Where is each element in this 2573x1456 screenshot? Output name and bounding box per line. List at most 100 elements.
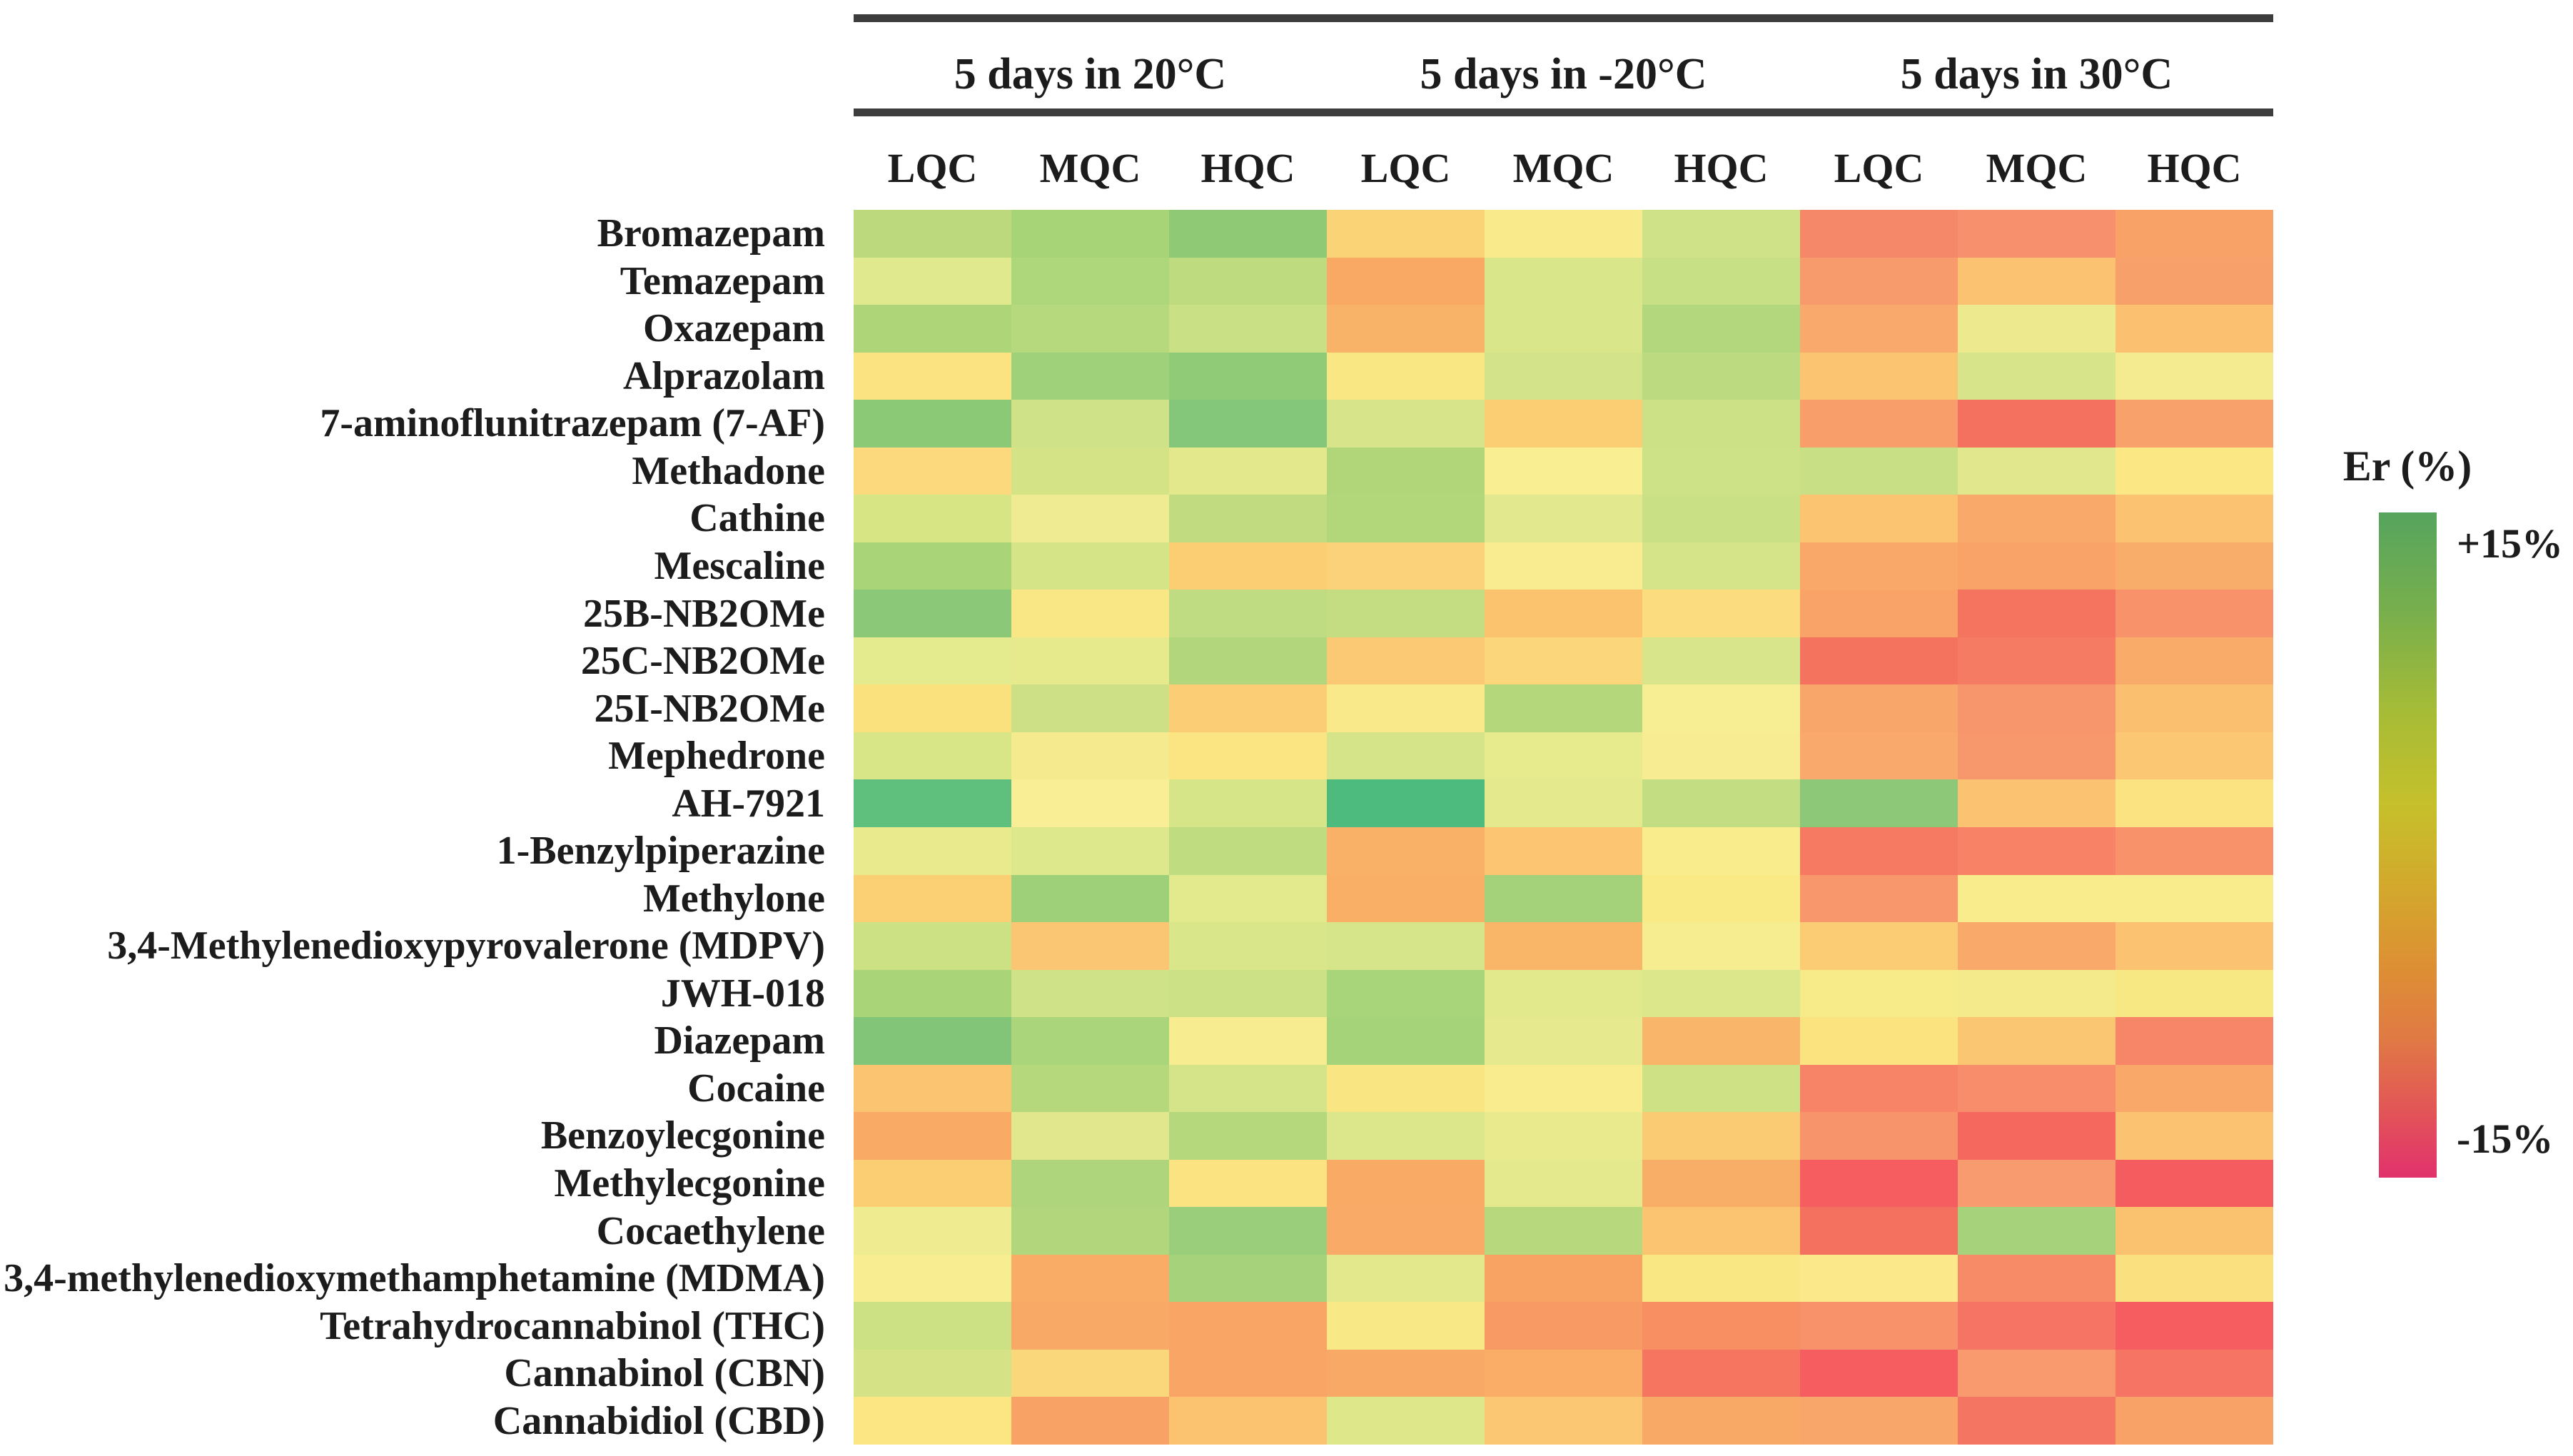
heatmap-cell [1327, 352, 1485, 400]
colorbar-min-label: -15% [2457, 1116, 2554, 1162]
heatmap-cell [1327, 1254, 1485, 1303]
heatmap-cell [1327, 1302, 1485, 1350]
heatmap-cell [1327, 1112, 1485, 1160]
row-label: Cocaine [687, 1066, 825, 1111]
heatmap-cell [854, 1159, 1011, 1208]
heatmap-cell [1642, 542, 1800, 590]
row-label: 25C-NB2OMe [580, 639, 825, 684]
heatmap-grid [854, 210, 2273, 1445]
heatmap-cell [2115, 542, 2273, 590]
heatmap-cell [854, 590, 1011, 637]
heatmap-cell [2115, 1349, 2273, 1397]
heatmap-cell [1011, 779, 1169, 827]
heatmap-cell [2115, 684, 2273, 732]
heatmap-cell [1485, 1064, 1642, 1113]
heatmap-cell [1800, 874, 1958, 923]
heatmap-cell [1958, 305, 2115, 353]
qc-header: MQC [1986, 144, 2088, 191]
heatmap-cell [1011, 257, 1169, 305]
group-header: 5 days in 30°C [1900, 49, 2173, 98]
heatmap-cell [1485, 1302, 1642, 1350]
heatmap-cell [1169, 495, 1327, 542]
heatmap-cell [1800, 1159, 1958, 1208]
heatmap-cell [1958, 1064, 2115, 1113]
heatmap-cell [1327, 1397, 1485, 1445]
qc-header: MQC [1512, 144, 1614, 191]
heatmap-cell [854, 637, 1011, 685]
row-label: 25I-NB2OMe [594, 686, 825, 731]
heatmap-cell [1485, 922, 1642, 970]
heatmap-cell [1642, 210, 1800, 258]
heatmap-cell [1485, 590, 1642, 637]
heatmap-cell [1642, 352, 1800, 400]
heatmap-cell [1642, 590, 1800, 637]
heatmap-cell [854, 257, 1011, 305]
heatmap-cell [1169, 447, 1327, 495]
colorbar-title: Er (%) [2342, 442, 2472, 490]
heatmap-cell [1958, 874, 2115, 923]
heatmap-cell [854, 400, 1011, 448]
row-label: 7-aminoflunitrazepam (7-AF) [320, 401, 825, 446]
group-header: 5 days in -20°C [1420, 49, 1707, 98]
heatmap-cell [1642, 874, 1800, 923]
heatmap-cell [1485, 495, 1642, 542]
heatmap-cell [1958, 1159, 2115, 1208]
qc-header: LQC [1360, 144, 1451, 191]
heatmap-cell [2115, 1397, 2273, 1445]
heatmap-cell [1485, 1397, 1642, 1445]
heatmap-cell [2115, 969, 2273, 1018]
heatmap-cell [1327, 732, 1485, 780]
heatmap-cell [1011, 590, 1169, 637]
heatmap-cell [1800, 1207, 1958, 1255]
row-label: Alprazolam [622, 353, 825, 398]
heatmap-cell [854, 495, 1011, 542]
heatmap-cell [1642, 1207, 1800, 1255]
heatmap-cell [1485, 305, 1642, 353]
heatmap-cell [1800, 542, 1958, 590]
heatmap-cell [1011, 1302, 1169, 1350]
heatmap-cell [1800, 1112, 1958, 1160]
heatmap-cell [1958, 1254, 2115, 1303]
heatmap-cell [1485, 826, 1642, 875]
heatmap-cell [1800, 210, 1958, 258]
heatmap-cell [1169, 590, 1327, 637]
heatmap-cell [1011, 495, 1169, 542]
heatmap-cell [1485, 447, 1642, 495]
heatmap-cell [1485, 400, 1642, 448]
heatmap-cell [1642, 1302, 1800, 1350]
heatmap-cell [854, 1017, 1011, 1065]
heatmap-cell [1642, 305, 1800, 353]
heatmap-cell [854, 732, 1011, 780]
heatmap-cell [2115, 1254, 2273, 1303]
heatmap-cell [2115, 352, 2273, 400]
heatmap-cell [2115, 874, 2273, 923]
row-label: Benzoylecgonine [540, 1113, 825, 1158]
heatmap-cell [1485, 1349, 1642, 1397]
heatmap-cell [2115, 826, 2273, 875]
heatmap-cell [1011, 1064, 1169, 1113]
heatmap-cell [1642, 1064, 1800, 1113]
qc-level-headers: LQC MQC HQC LQC MQC HQC LQC MQC HQC [854, 137, 2273, 198]
heatmap-cell [854, 1207, 1011, 1255]
heatmap-cell [854, 1254, 1011, 1303]
heatmap-cell [1011, 1017, 1169, 1065]
heatmap-cell [1485, 779, 1642, 827]
heatmap-cell [1642, 732, 1800, 780]
heatmap-cell [1485, 1207, 1642, 1255]
heatmap-cell [1485, 637, 1642, 685]
row-label: 1-Benzylpiperazine [496, 829, 825, 874]
heatmap-cell [854, 1397, 1011, 1445]
heatmap-cell [1485, 1254, 1642, 1303]
heatmap-cell [1327, 590, 1485, 637]
heatmap-cell [854, 874, 1011, 923]
heatmap-cell [1011, 826, 1169, 875]
qc-header: HQC [1200, 144, 1295, 191]
header-rule-bottom [854, 108, 2273, 116]
heatmap-cell [1642, 1349, 1800, 1397]
heatmap-cell [1800, 637, 1958, 685]
heatmap-cell [1800, 826, 1958, 875]
heatmap-cell [1800, 305, 1958, 353]
heatmap-cell [1642, 826, 1800, 875]
heatmap-cell [1800, 590, 1958, 637]
heatmap-cell [1485, 684, 1642, 732]
